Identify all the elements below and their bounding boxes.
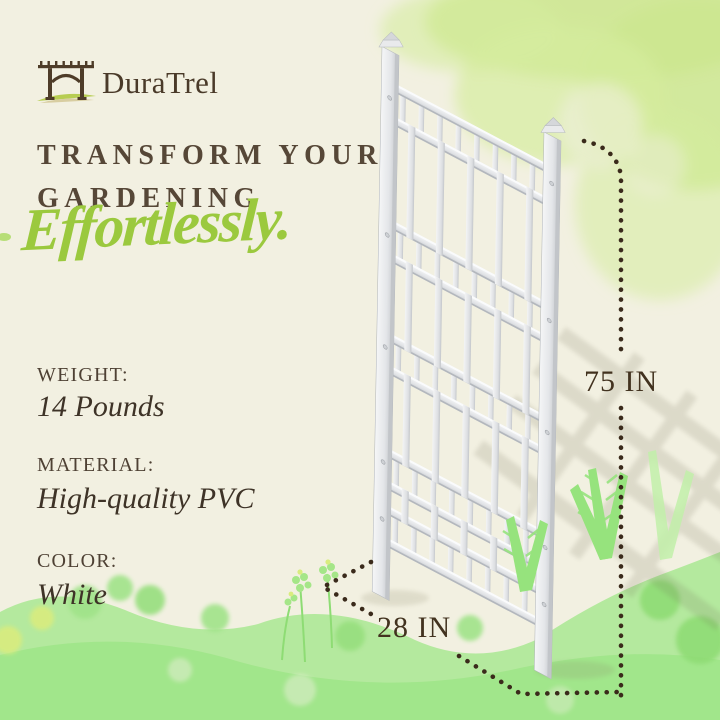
brand-logo: DuraTrel <box>36 52 219 106</box>
height-dimension-line <box>581 138 624 360</box>
post-shadow-left <box>361 590 429 606</box>
watercolor-splash-top <box>380 0 720 300</box>
leaf-speck <box>0 233 11 241</box>
headline-script-word: Effortlessly. <box>19 185 293 264</box>
foreground-plants <box>281 450 694 663</box>
weight-value: 14 Pounds <box>37 390 165 423</box>
trellis-post-left <box>371 31 404 601</box>
material-value: High-quality PVC <box>37 482 255 515</box>
post-shadow-right <box>535 661 615 679</box>
brand-name: DuraTrel <box>102 65 219 100</box>
arbor-trellis-icon <box>37 61 96 103</box>
color-label: COLOR: <box>37 550 118 572</box>
width-dimension-label: 28 IN <box>377 611 452 644</box>
width-dimension-line <box>318 559 374 617</box>
headline-line2: GARDENING <box>37 183 261 214</box>
weight-label: WEIGHT: <box>37 364 129 386</box>
trellis-screws <box>379 95 554 608</box>
material-label: MATERIAL: <box>37 454 155 476</box>
dimension-lines <box>318 138 624 699</box>
color-value: White <box>37 578 107 611</box>
width-dimension-line-lower <box>456 653 622 697</box>
height-dimension-label: 75 IN <box>584 365 659 398</box>
headline-line1: TRANSFORM YOUR <box>37 140 383 171</box>
foliage-band-bottom <box>0 552 720 720</box>
trellis-ground-shadow <box>473 327 720 631</box>
